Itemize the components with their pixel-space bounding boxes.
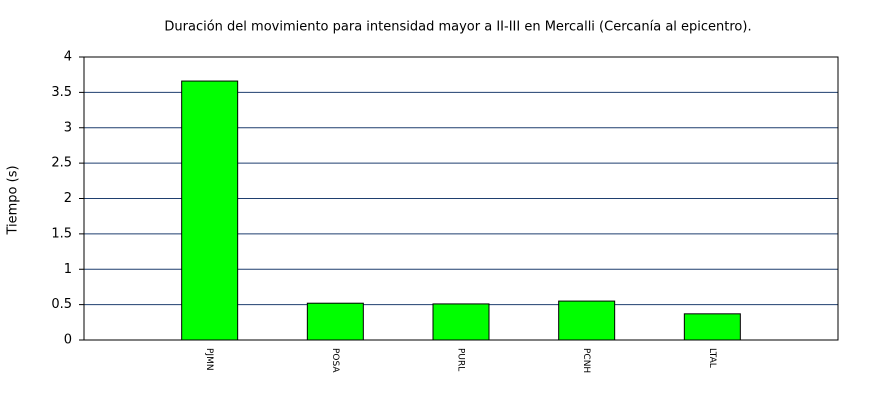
x-tick-label: PJMN [204,348,214,371]
plot-border [83,56,839,341]
y-tick-label: 1.5 [51,226,72,241]
y-tick-label: 1 [64,262,72,277]
x-tick-label: PURL [456,348,466,371]
y-axis-label: Tiempo (s) [6,165,21,235]
y-tick-label: 3 [64,120,72,135]
bar [306,302,364,341]
y-tick-label: 0 [64,333,72,348]
y-tick-label: 2 [64,191,72,206]
x-tick-label: LTAL [707,348,717,368]
bar [683,313,741,341]
y-tick-label: 4 [64,50,72,65]
chart-title: Duración del movimiento para intensidad … [164,20,751,35]
x-tick-label: POSA [330,348,340,373]
y-tick-label: 2.5 [51,156,72,171]
y-tick-label: 3.5 [51,85,72,100]
bar [432,303,490,341]
bar [558,300,616,341]
bar [181,80,239,341]
y-tick-label: 0.5 [51,297,72,312]
x-tick-label: PCNH [581,348,591,373]
